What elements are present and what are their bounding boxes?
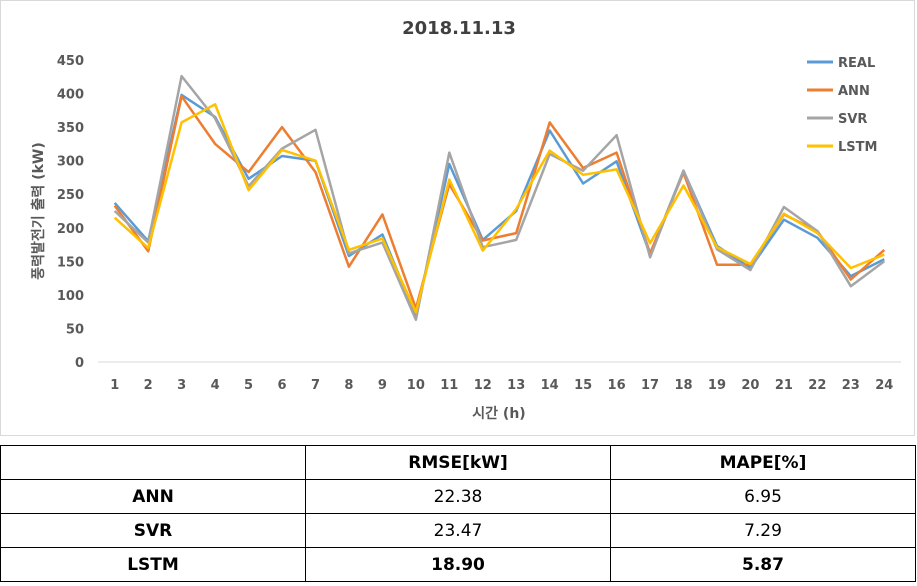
series-line-real (113, 93, 885, 318)
legend-label: ANN (838, 84, 870, 99)
x-tick-label: 11 (440, 378, 458, 393)
metrics-table: RMSE[kW] MAPE[%] ANN 22.38 6.95 SVR 23.4… (0, 445, 916, 582)
mape-cell: 6.95 (610, 479, 916, 514)
x-tick-label: 24 (875, 378, 893, 393)
table-header-cell (0, 445, 306, 480)
x-tick-label: 16 (608, 378, 626, 393)
x-tick-label: 23 (842, 378, 860, 393)
legend-item-real: REAL (807, 56, 875, 71)
y-tick-label: 400 (57, 88, 84, 103)
x-tick-label: 14 (541, 378, 559, 393)
y-tick-label: 300 (57, 155, 84, 170)
series-line-svr (113, 74, 886, 321)
x-axis-title: 시간 (h) (472, 405, 525, 422)
y-tick-label: 200 (57, 222, 84, 237)
legend-item-ann: ANN (807, 84, 870, 99)
y-tick-label: 150 (57, 255, 84, 270)
table-row: ANN 22.38 6.95 (0, 479, 916, 514)
x-tick-label: 5 (244, 378, 253, 393)
x-tick-label: 15 (574, 378, 592, 393)
x-tick-label: 7 (311, 378, 320, 393)
x-tick-label: 21 (775, 378, 793, 393)
legend-label: SVR (838, 112, 867, 127)
model-name-cell: ANN (0, 479, 306, 514)
y-tick-label: 0 (75, 356, 84, 371)
x-tick-label: 9 (378, 378, 387, 393)
y-tick-label: 50 (66, 322, 84, 337)
legend-label: REAL (838, 56, 875, 71)
y-axis-ticks: 0 50 100 150 200 250 300 350 400 450 (57, 54, 84, 371)
x-tick-label: 13 (507, 378, 525, 393)
series-line-lstm (113, 103, 885, 314)
line-chart: 2018.11.13 0 50 100 150 200 250 300 350 400 450 1… (30, 18, 901, 422)
chart-area: 2018.11.13 0 50 100 150 200 250 300 350 400 450 1… (0, 0, 915, 436)
legend-label: LSTM (838, 140, 877, 155)
x-tick-label: 3 (177, 378, 186, 393)
model-name-cell: LSTM (0, 547, 306, 582)
legend: REAL ANN SVR LSTM (807, 56, 877, 155)
rmse-cell: 22.38 (305, 479, 611, 514)
x-tick-label: 2 (144, 378, 153, 393)
mape-cell: 5.87 (610, 547, 916, 582)
legend-item-svr: SVR (807, 112, 867, 127)
x-axis-ticks: 1 2 3 4 5 6 7 8 9 10 11 12 13 14 15 16 17 18 19 20 21 22 23 24 (110, 378, 893, 393)
mape-cell: 7.29 (610, 513, 916, 548)
rmse-cell: 23.47 (305, 513, 611, 548)
model-name-cell: SVR (0, 513, 306, 548)
rmse-cell: 18.90 (305, 547, 611, 582)
x-tick-label: 1 (110, 378, 119, 393)
x-tick-label: 12 (474, 378, 492, 393)
y-tick-label: 250 (57, 188, 84, 203)
x-tick-label: 8 (344, 378, 353, 393)
table-header-cell: RMSE[kW] (305, 445, 611, 480)
table-row: LSTM 18.90 5.87 (0, 547, 916, 582)
table-header-row: RMSE[kW] MAPE[%] (0, 445, 916, 480)
x-tick-label: 19 (708, 378, 726, 393)
legend-item-lstm: LSTM (807, 140, 877, 155)
y-tick-label: 350 (57, 121, 84, 136)
series-lines (113, 74, 886, 321)
x-tick-label: 10 (407, 378, 425, 393)
x-tick-label: 20 (741, 378, 759, 393)
y-tick-label: 450 (57, 54, 84, 69)
x-tick-label: 4 (211, 378, 220, 393)
table-header-cell: MAPE[%] (610, 445, 916, 480)
series-line-ann (113, 94, 886, 310)
x-tick-label: 18 (674, 378, 692, 393)
x-tick-label: 22 (808, 378, 826, 393)
y-axis-title: 풍력발전기 출력 (kW) (30, 142, 47, 279)
x-tick-label: 6 (277, 378, 286, 393)
x-tick-label: 17 (641, 378, 659, 393)
y-tick-label: 100 (57, 289, 84, 304)
table-row: SVR 23.47 7.29 (0, 513, 916, 548)
chart-title: 2018.11.13 (402, 18, 516, 39)
